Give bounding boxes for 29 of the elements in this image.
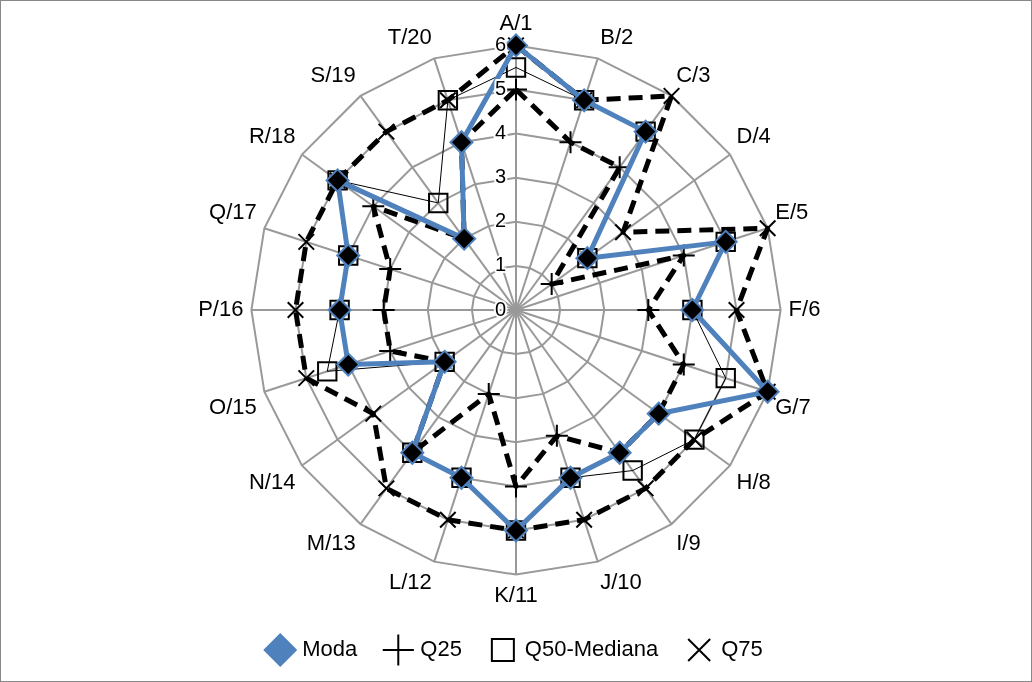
spoke-label: N/14 (248, 469, 296, 495)
spoke-label: P/16 (198, 296, 244, 322)
spoke-label: G/7 (775, 393, 811, 419)
spoke-label: C/3 (676, 62, 711, 88)
spoke-label: Q/17 (209, 198, 257, 224)
spoke-label: T/20 (387, 23, 432, 49)
y-tick-label: 0 (494, 297, 506, 320)
spoke-label: K/11 (494, 581, 538, 607)
legend-label: Q25 (420, 636, 462, 662)
y-tick-label: 5 (494, 77, 506, 100)
spoke-label: I/9 (676, 529, 701, 555)
legend-label: Moda (302, 636, 359, 662)
spoke-label: R/18 (248, 122, 296, 148)
y-tick-label: 3 (494, 165, 506, 188)
y-tick-label: 1 (494, 253, 506, 276)
spoke-label: H/8 (736, 469, 771, 495)
y-tick-label: 4 (494, 121, 506, 144)
spoke-label: L/12 (388, 568, 432, 594)
legend-label: Q50-Mediana (524, 636, 659, 662)
spoke-label: M/13 (306, 529, 356, 555)
spoke-label: D/4 (736, 122, 771, 148)
legend-label: Q75 (721, 636, 763, 662)
y-tick-label: 2 (494, 209, 506, 232)
spoke-label: F/6 (788, 296, 821, 322)
spoke-label: J/10 (600, 568, 642, 594)
spoke-label: S/19 (310, 62, 356, 88)
spoke-label: O/15 (209, 393, 257, 419)
spoke-label: E/5 (775, 198, 809, 224)
spoke-label: B/2 (600, 23, 634, 49)
